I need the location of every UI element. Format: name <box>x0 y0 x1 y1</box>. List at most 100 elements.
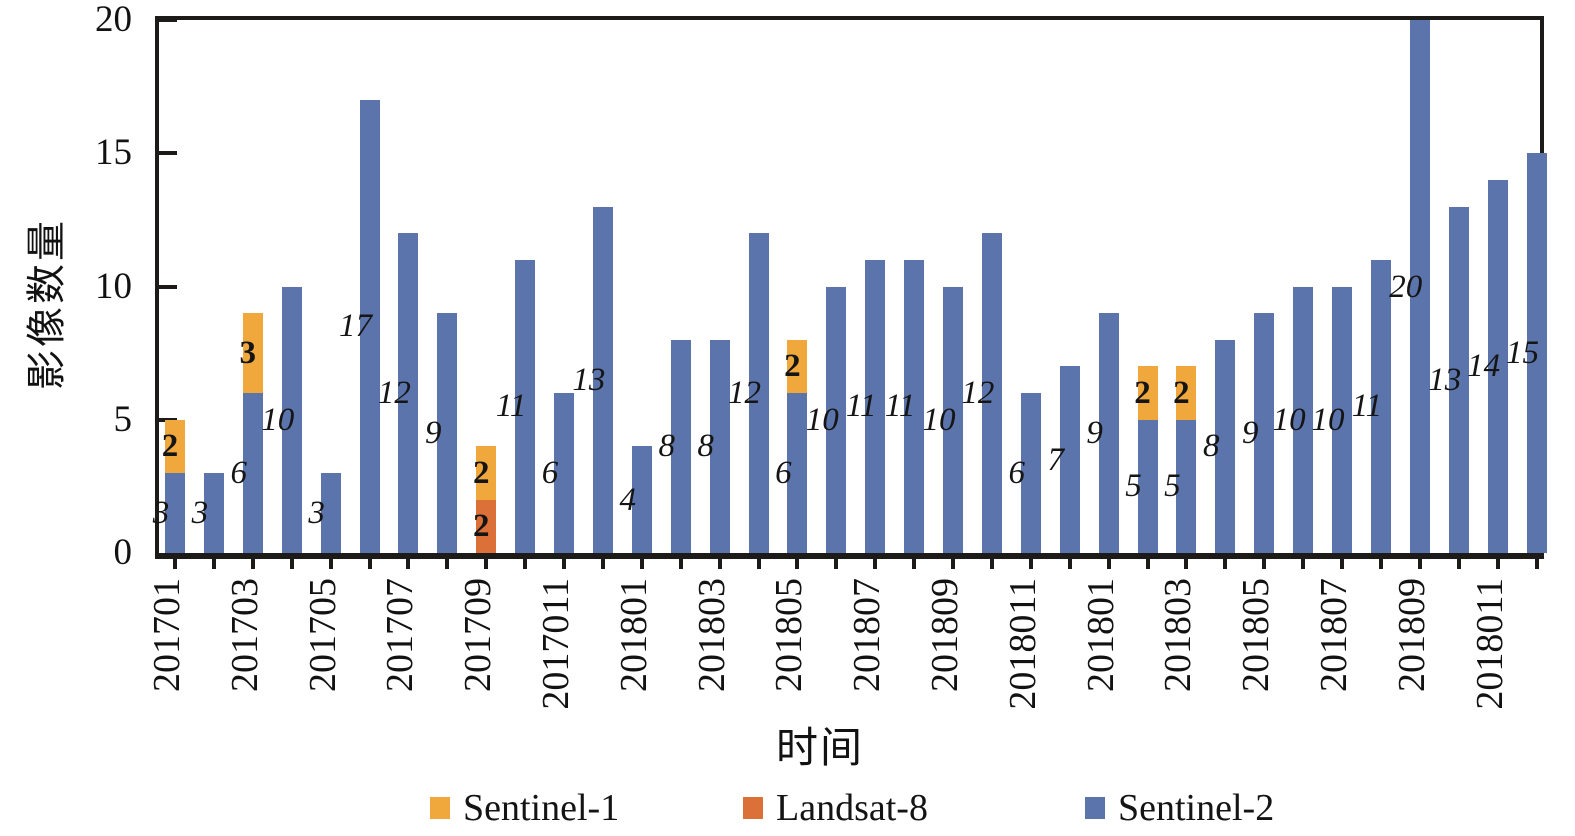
bar-value-label: 13 <box>572 361 606 398</box>
x-tick-mark <box>484 559 489 569</box>
x-tick-label: 201807 <box>846 578 889 692</box>
x-tick-mark <box>1301 559 1306 569</box>
bar-segment-sentinel-2 <box>1215 339 1236 553</box>
legend-item-sentinel-2: Sentinel-2 <box>1085 786 1274 830</box>
bar-value-label: 10 <box>805 401 839 438</box>
bar-value-label: 12 <box>961 375 995 412</box>
x-tick-mark <box>1262 559 1267 569</box>
x-tick-mark <box>562 559 566 569</box>
sentinel-2-swatch-icon <box>1085 797 1105 819</box>
x-tick-mark <box>989 559 994 569</box>
bar-segment-sentinel-2 <box>1176 419 1197 553</box>
bar-segment-sentinel-2 <box>981 233 1002 553</box>
y-tick-mark <box>159 284 177 289</box>
bar-segment-sentinel-2 <box>1370 259 1391 553</box>
x-tick-label: 201801 <box>1079 578 1122 692</box>
bar-value-label: 3 <box>308 495 325 532</box>
x-tick-mark <box>250 559 255 569</box>
bar-value-label: 11 <box>495 388 527 425</box>
bar-value-label: 9 <box>425 415 442 452</box>
x-tick-mark <box>1145 559 1150 569</box>
bar-segment-sentinel-2 <box>281 286 302 553</box>
bar-segment-sentinel-2 <box>398 233 419 553</box>
x-axis-title: 时间 <box>775 726 864 772</box>
x-tick-mark <box>1223 559 1228 569</box>
bar-value-label: 2 <box>1173 375 1190 412</box>
bar-value-label: 9 <box>1241 415 1259 452</box>
x-tick-mark <box>523 559 528 569</box>
bar-value-label: 13 <box>1428 361 1462 398</box>
bar-value-label: 11 <box>1351 388 1383 425</box>
x-tick-label: 201701 <box>146 578 188 692</box>
legend-item-landsat-8: Landsat-8 <box>743 786 928 830</box>
x-tick-label: 2018011 <box>1001 578 1044 710</box>
legend-label-sentinel-1: Sentinel-1 <box>463 787 620 829</box>
x-tick-label: 201801 <box>612 578 655 692</box>
bar-segment-sentinel-2 <box>943 286 963 553</box>
x-tick-mark <box>1534 559 1539 569</box>
bar-segment-sentinel-1 <box>476 446 497 500</box>
x-tick-mark <box>834 559 839 569</box>
x-tick-mark <box>328 559 333 569</box>
y-tick-label: 15 <box>95 132 132 174</box>
bar-value-label: 14 <box>1467 348 1501 385</box>
bar-value-label: 10 <box>922 401 956 438</box>
x-tick-mark <box>1495 559 1500 569</box>
bar-value-label: 3 <box>191 495 209 532</box>
bar-value-label: 2 <box>472 455 490 492</box>
bar-segment-sentinel-2 <box>1020 393 1041 553</box>
bar-segment-sentinel-1 <box>1137 366 1158 420</box>
bar-segment-sentinel-2 <box>437 313 458 553</box>
x-tick-label: 201803 <box>690 578 733 692</box>
bar-value-label: 6 <box>541 455 559 492</box>
legend-item-sentinel-1: Sentinel-1 <box>430 786 619 830</box>
bar-segment-landsat-8 <box>476 499 497 553</box>
x-tick-mark <box>211 559 216 569</box>
bar-segment-sentinel-1 <box>1176 366 1197 420</box>
bar-value-label: 17 <box>339 308 372 345</box>
bar-value-label: 2 <box>1134 375 1151 412</box>
bar-segment-sentinel-2 <box>826 286 847 553</box>
bar-value-label: 9 <box>1086 415 1103 452</box>
bar-segment-sentinel-2 <box>359 99 380 553</box>
bar-segment-sentinel-1 <box>787 339 808 394</box>
x-tick-label: 201807 <box>1313 578 1355 692</box>
y-tick-label: 5 <box>113 398 133 440</box>
bar-value-label: 8 <box>1203 428 1220 465</box>
bar-segment-sentinel-2 <box>1448 206 1469 553</box>
landsat-8-swatch-icon <box>743 797 763 819</box>
bar-value-label: 2 <box>784 348 801 385</box>
bar-value-label: 10 <box>1311 401 1345 438</box>
x-tick-mark <box>1340 559 1344 569</box>
x-tick-label: 201809 <box>1390 578 1433 692</box>
bar-value-label: 12 <box>728 375 761 412</box>
bar-segment-sentinel-2 <box>865 259 886 553</box>
legend-label-landsat-8: Landsat-8 <box>776 787 928 829</box>
bar-segment-sentinel-2 <box>1293 286 1314 553</box>
legend-label-sentinel-2: Sentinel-2 <box>1118 787 1275 829</box>
x-tick-mark <box>717 559 722 569</box>
x-tick-label: 201805 <box>768 578 811 692</box>
x-tick-mark <box>1106 559 1111 569</box>
x-tick-mark <box>445 559 450 569</box>
x-tick-label: 201809 <box>924 578 966 692</box>
bar-value-label: 20 <box>1389 268 1423 305</box>
bar-segment-sentinel-2 <box>1409 20 1430 553</box>
bar-value-label: 12 <box>377 375 411 412</box>
bar-segment-sentinel-2 <box>1332 286 1352 553</box>
x-tick-label: 201709 <box>457 578 500 692</box>
x-tick-mark <box>1456 559 1461 569</box>
y-tick-mark <box>159 18 177 22</box>
x-tick-mark <box>639 559 644 569</box>
bar-segment-sentinel-2 <box>904 259 925 553</box>
bar-segment-sentinel-2 <box>320 473 341 553</box>
x-tick-label: 201803 <box>1157 578 1200 692</box>
bar-segment-sentinel-2 <box>1487 179 1508 553</box>
x-tick-mark <box>912 559 917 569</box>
y-tick-mark <box>159 151 177 156</box>
x-tick-mark <box>600 559 605 569</box>
x-tick-mark <box>873 559 878 569</box>
x-tick-mark <box>406 559 411 569</box>
x-tick-mark <box>1378 559 1383 569</box>
x-tick-mark <box>795 559 800 569</box>
